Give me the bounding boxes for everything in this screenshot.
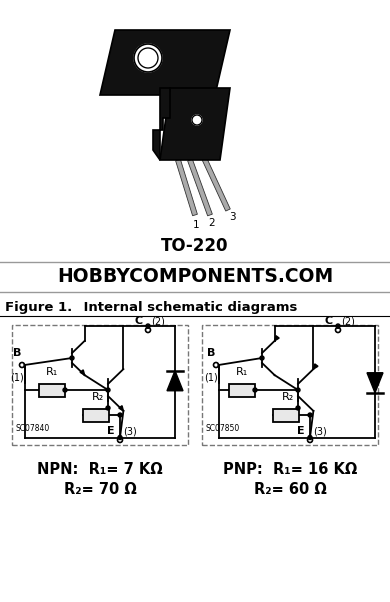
Text: (2): (2) bbox=[151, 316, 165, 326]
Circle shape bbox=[336, 324, 340, 328]
Text: B: B bbox=[13, 348, 21, 358]
Text: Internal schematic diagrams: Internal schematic diagrams bbox=[65, 300, 297, 314]
Circle shape bbox=[134, 44, 162, 72]
Text: C: C bbox=[135, 316, 143, 326]
Bar bbox=[12, 325, 188, 445]
Polygon shape bbox=[153, 88, 170, 160]
Text: R₁: R₁ bbox=[46, 367, 58, 377]
Polygon shape bbox=[176, 160, 197, 216]
Circle shape bbox=[308, 413, 312, 417]
Circle shape bbox=[253, 388, 257, 392]
Text: R₂= 70 Ω: R₂= 70 Ω bbox=[64, 482, 136, 497]
Circle shape bbox=[138, 48, 158, 68]
Polygon shape bbox=[314, 364, 318, 369]
Text: (3): (3) bbox=[123, 426, 137, 436]
Polygon shape bbox=[160, 88, 230, 160]
Text: (2): (2) bbox=[341, 316, 355, 326]
Circle shape bbox=[70, 356, 74, 360]
Bar bbox=[229, 383, 255, 397]
Polygon shape bbox=[275, 336, 279, 341]
Text: R₂: R₂ bbox=[92, 392, 104, 402]
Circle shape bbox=[296, 406, 300, 410]
Text: E: E bbox=[297, 426, 305, 436]
Text: R₂: R₂ bbox=[282, 392, 294, 402]
Circle shape bbox=[308, 435, 312, 439]
Circle shape bbox=[118, 435, 122, 439]
Circle shape bbox=[106, 406, 110, 410]
Bar bbox=[83, 409, 109, 421]
Circle shape bbox=[260, 356, 264, 360]
Text: B: B bbox=[207, 348, 215, 358]
Text: SC07850: SC07850 bbox=[206, 424, 240, 433]
Polygon shape bbox=[367, 373, 383, 393]
Text: TO-220: TO-220 bbox=[161, 237, 229, 255]
Bar bbox=[39, 383, 65, 397]
Polygon shape bbox=[188, 159, 212, 216]
Circle shape bbox=[192, 115, 202, 125]
Text: 3: 3 bbox=[229, 212, 235, 222]
Polygon shape bbox=[202, 157, 230, 211]
Text: PNP:  R₁= 16 KΩ: PNP: R₁= 16 KΩ bbox=[223, 462, 357, 477]
Text: 2: 2 bbox=[209, 218, 215, 228]
Text: Figure 1.: Figure 1. bbox=[5, 300, 72, 314]
Bar bbox=[273, 409, 299, 421]
Text: R₂= 60 Ω: R₂= 60 Ω bbox=[254, 482, 326, 497]
Polygon shape bbox=[100, 30, 230, 95]
Circle shape bbox=[63, 388, 67, 392]
Text: E: E bbox=[107, 426, 115, 436]
Bar bbox=[202, 325, 378, 445]
Circle shape bbox=[118, 413, 122, 417]
Polygon shape bbox=[119, 406, 123, 411]
Text: SC07840: SC07840 bbox=[16, 424, 50, 433]
Text: HOBBYCOMPONENTS.COM: HOBBYCOMPONENTS.COM bbox=[57, 267, 333, 287]
Text: (3): (3) bbox=[313, 426, 327, 436]
Text: NPN:  R₁= 7 KΩ: NPN: R₁= 7 KΩ bbox=[37, 462, 163, 477]
Text: C: C bbox=[325, 316, 333, 326]
Polygon shape bbox=[80, 370, 85, 375]
Text: 1: 1 bbox=[193, 220, 199, 230]
Circle shape bbox=[296, 388, 300, 392]
Text: (1): (1) bbox=[10, 372, 24, 382]
Text: (1): (1) bbox=[204, 372, 218, 382]
Circle shape bbox=[106, 388, 110, 392]
Polygon shape bbox=[167, 371, 183, 391]
Text: R₁: R₁ bbox=[236, 367, 248, 377]
Circle shape bbox=[146, 324, 150, 328]
